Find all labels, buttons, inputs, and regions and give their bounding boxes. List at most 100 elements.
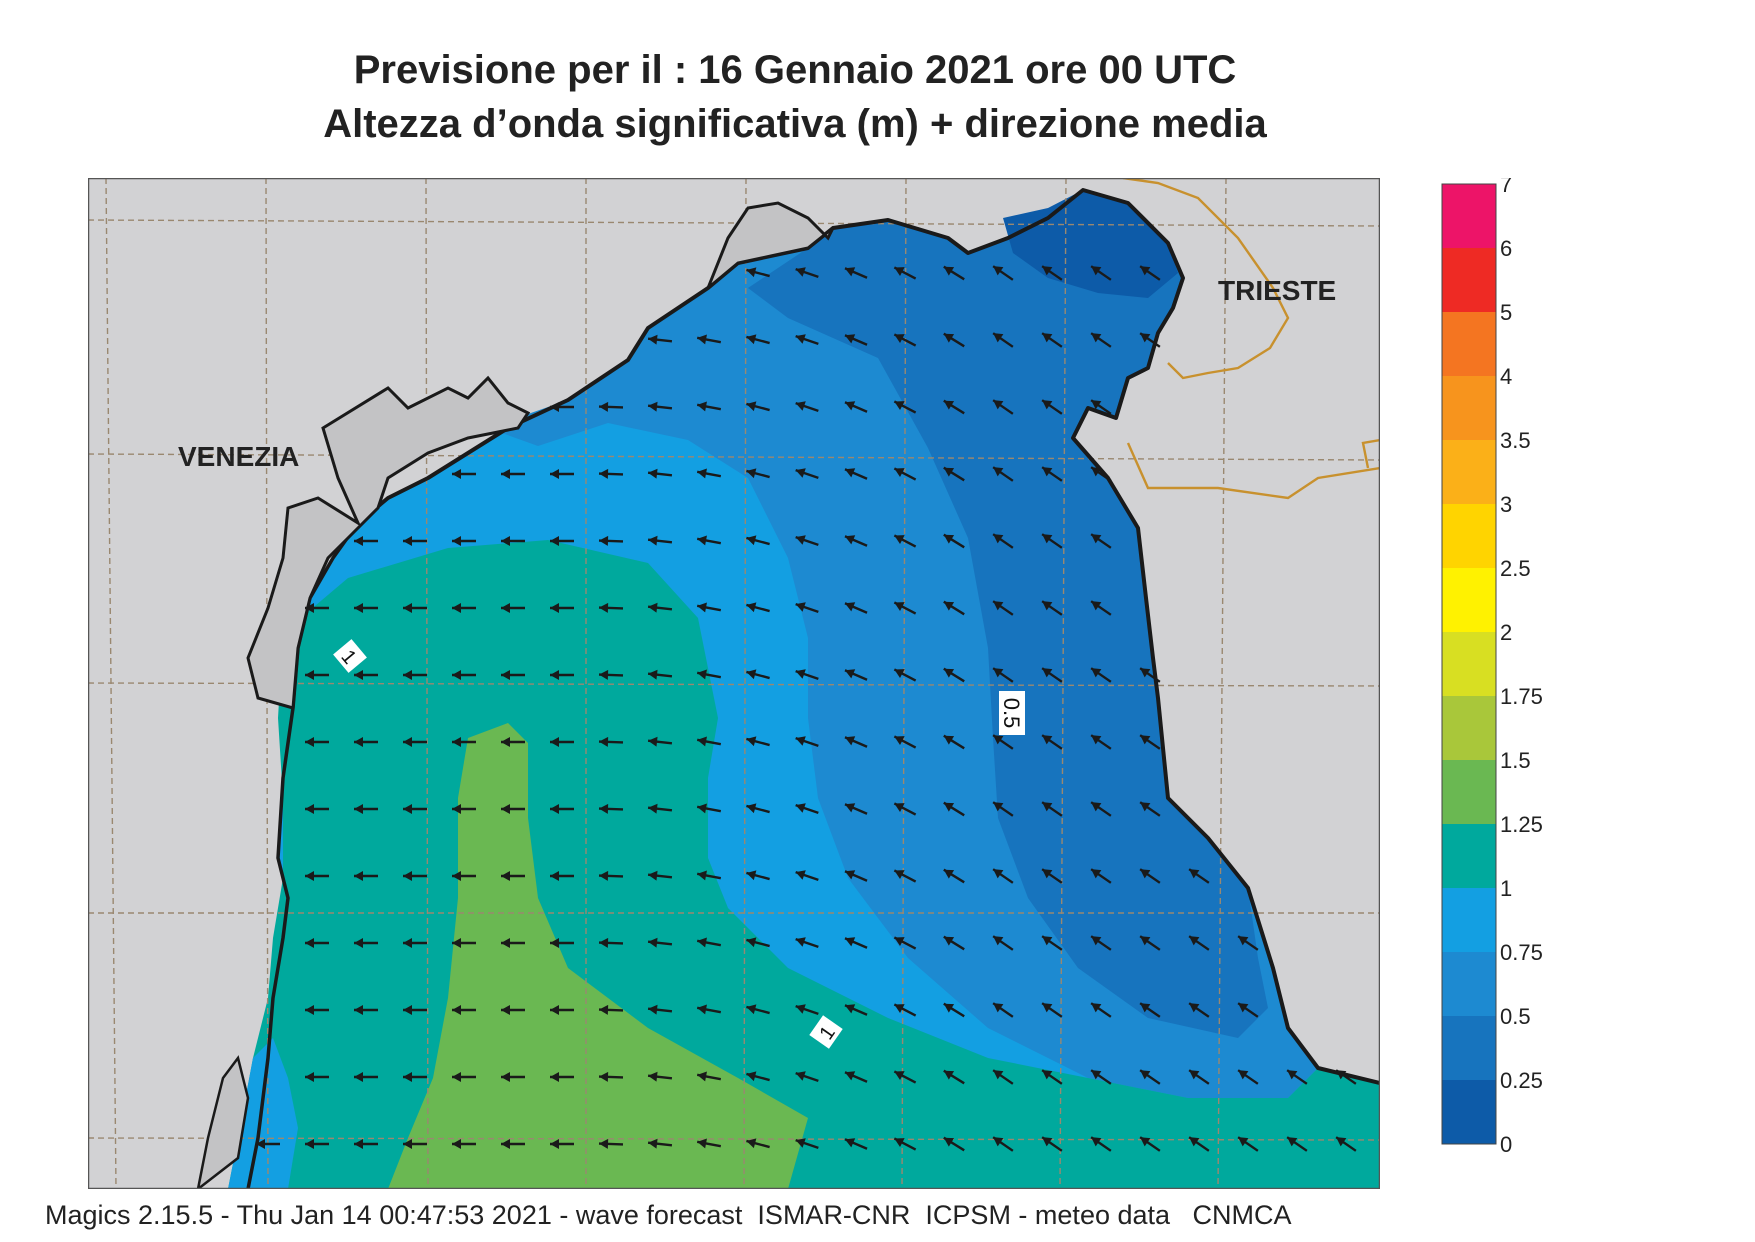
wave-arrow-head [1042, 735, 1053, 745]
wave-arrow-head [403, 804, 412, 814]
wave-arrow-head [1336, 1070, 1347, 1080]
page-subtitle: Altezza d’onda significativa (m) + direz… [323, 102, 1267, 146]
wave-arrow-head [403, 670, 412, 680]
wave-arrow-head [550, 804, 559, 814]
wave-arrow-head [599, 736, 609, 747]
wave-arrow-head [1042, 1137, 1053, 1147]
wave-arrow-head [1091, 668, 1102, 678]
place-label-trieste: TRIESTE [1218, 275, 1336, 306]
wave-arrow-head [795, 535, 806, 545]
sea-band-0.25-0.5 [748, 190, 1268, 1038]
wave-arrow-head [648, 803, 658, 814]
wave-arrow-head [894, 1071, 905, 1081]
wave-arrow-head [894, 870, 905, 880]
wave-arrow-head [943, 1137, 955, 1147]
wave-arrow-head [1140, 333, 1151, 343]
wave-arrow-head [501, 603, 510, 613]
legend-swatch [1442, 504, 1496, 568]
wave-arrow-head [844, 870, 856, 880]
wave-arrow-head [894, 803, 905, 813]
wave-arrow-head [894, 736, 905, 746]
wave-arrow-head [894, 1004, 905, 1014]
wave-arrow-head [894, 401, 905, 411]
wave-arrow-head [1042, 601, 1053, 611]
wave-arrow-head [1042, 1070, 1053, 1080]
wave-arrow-head [501, 871, 510, 881]
wave-arrow-head [354, 871, 363, 881]
wave-arrow-head [1140, 668, 1151, 678]
sea-band-0.75-1-southwest [228, 1038, 298, 1189]
wave-arrow-head [550, 1139, 559, 1149]
wave-arrow-head [1042, 936, 1053, 946]
legend-tick-label: 1.25 [1500, 812, 1543, 837]
wave-arrow-head [256, 1139, 265, 1149]
wave-arrow-head [746, 1071, 757, 1082]
wave-arrow-head [1140, 802, 1151, 812]
legend-tick-label: 1.5 [1500, 748, 1531, 773]
legend-swatch [1442, 696, 1496, 760]
wave-arrow-head [403, 938, 412, 948]
wave-arrow-head [403, 1072, 412, 1082]
wave-arrow-head [993, 400, 1004, 410]
wave-arrow-head [1091, 400, 1102, 410]
wave-arrow-head [1140, 266, 1151, 276]
wave-arrow-head [501, 1072, 510, 1082]
legend-tick-label: 0.5 [1500, 1004, 1531, 1029]
wave-arrow-head [1042, 668, 1053, 678]
wave-arrow-head [844, 803, 856, 813]
wave-arrow-head [1140, 1070, 1151, 1080]
legend-tick-label: 1 [1500, 876, 1512, 901]
wave-arrow-head [894, 1138, 905, 1148]
legend-tick-label: 7 [1500, 178, 1512, 197]
wave-arrow-head [354, 1072, 363, 1082]
wave-arrow-head [993, 802, 1004, 812]
wave-arrow-head [943, 668, 955, 678]
wave-arrow-head [305, 1005, 314, 1015]
wave-arrow-head [452, 938, 461, 948]
wave-arrow-head [452, 871, 461, 881]
wave-arrow-head [1091, 467, 1102, 477]
legend-tick-label: 1.75 [1500, 684, 1543, 709]
wave-arrow-head [746, 1138, 757, 1149]
wave-arrow-head [993, 735, 1004, 745]
wave-arrow-head [1091, 1070, 1102, 1080]
wave-arrow-head [746, 1004, 757, 1015]
wave-arrow-head [599, 535, 609, 546]
wave-arrow-head [550, 737, 559, 747]
wave-arrow-head [943, 802, 955, 812]
contour-label: 0.5 [999, 691, 1025, 735]
wave-arrow-head [354, 737, 363, 747]
wave-arrow-head [943, 1003, 955, 1013]
wave-arrow-head [943, 333, 955, 343]
legend-swatch [1442, 1080, 1496, 1144]
wave-arrow-head [993, 1137, 1004, 1147]
contour-label: 1 [333, 639, 367, 673]
wave-arrow-head [1140, 869, 1151, 879]
wave-arrow-head [746, 401, 757, 412]
wave-arrow-head [1238, 1070, 1249, 1080]
wave-arrow-head [697, 334, 707, 345]
wave-arrow-head [1238, 1137, 1249, 1147]
wave-arrow-head [599, 1071, 609, 1082]
legend-swatch [1442, 1016, 1496, 1080]
wave-arrow-head [648, 401, 658, 412]
wave-arrow-head [746, 669, 757, 680]
legend-tick-label: 4 [1500, 364, 1512, 389]
legend-swatch [1442, 824, 1496, 888]
wave-arrow-head [599, 401, 609, 412]
wave-arrow-head [697, 602, 707, 613]
wave-arrow-head [452, 1005, 461, 1015]
wave-arrow-head [550, 603, 559, 613]
legend-tick-label: 2.5 [1500, 556, 1531, 581]
legend-swatch [1442, 568, 1496, 632]
wave-arrow-head [1189, 936, 1200, 946]
wave-arrow-head [894, 669, 905, 679]
wave-arrow-head [403, 737, 412, 747]
wave-arrow-head [452, 804, 461, 814]
wave-arrow-head [452, 1139, 461, 1149]
wave-arrow-head [550, 1005, 559, 1015]
wave-arrow-head [844, 468, 856, 478]
wave-arrow-head [894, 334, 905, 344]
map-frame [88, 178, 1380, 1189]
wave-arrow-head [648, 602, 658, 613]
